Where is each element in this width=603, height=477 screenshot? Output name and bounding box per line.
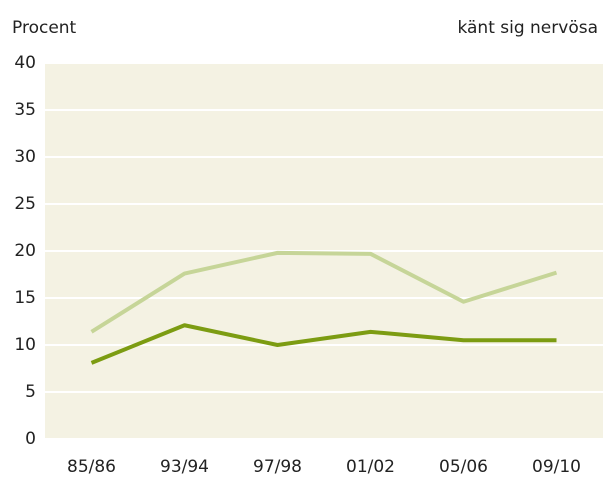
y-tick-label: 30	[14, 147, 36, 167]
y-tick-label: 20	[14, 241, 36, 261]
y-axis-label: Procent	[12, 18, 77, 38]
y-tick-label: 25	[14, 194, 36, 214]
x-tick-label: 09/10	[532, 457, 581, 477]
x-tick-label: 85/86	[67, 457, 116, 477]
y-tick-label: 10	[14, 335, 36, 355]
y-tick-label: 0	[25, 429, 36, 449]
series-line	[90, 323, 557, 365]
x-tick-label: 97/98	[253, 457, 302, 477]
y-tick-label: 15	[14, 288, 36, 308]
x-tick-label: 01/02	[346, 457, 395, 477]
y-tick-label: 40	[14, 53, 36, 73]
x-tick-label: 93/94	[160, 457, 209, 477]
y-tick-label: 35	[14, 100, 36, 120]
x-tick-label: 05/06	[439, 457, 488, 477]
y-tick-label: 5	[25, 382, 36, 402]
annotation: känt sig nervösa	[457, 18, 598, 38]
series-line	[90, 250, 558, 334]
